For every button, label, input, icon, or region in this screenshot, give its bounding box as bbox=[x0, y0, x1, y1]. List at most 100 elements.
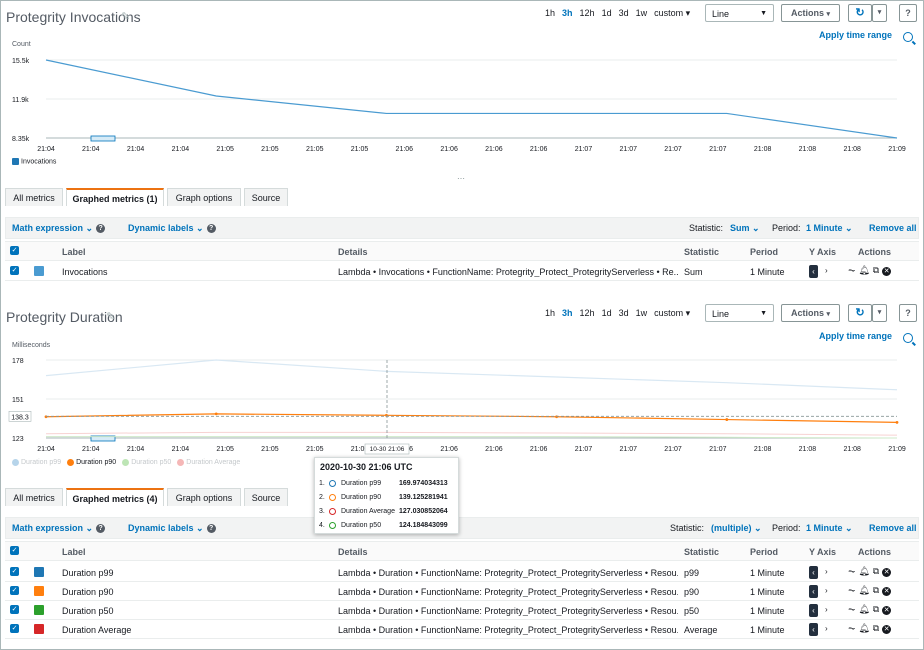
duplicate-icon[interactable]: ⧉ bbox=[872, 265, 883, 275]
legend-item[interactable]: Duration Average bbox=[177, 459, 240, 466]
graph-icon[interactable]: ⏦ bbox=[848, 585, 859, 595]
statistic-dropdown[interactable]: (multiple) ⌄ bbox=[711, 523, 762, 534]
time-range-option[interactable]: 1d bbox=[601, 8, 612, 18]
data-point[interactable] bbox=[725, 418, 729, 421]
remove-all-link[interactable]: Remove all bbox=[869, 223, 917, 233]
y-axis-right-button[interactable]: › bbox=[825, 266, 828, 275]
legend-item[interactable]: Duration p90 bbox=[67, 459, 116, 466]
tab-graph-options[interactable]: Graph options bbox=[167, 188, 241, 206]
time-brush-handle[interactable] bbox=[90, 435, 116, 442]
pencil-icon[interactable]: ✎ bbox=[121, 11, 131, 23]
dynamic-labels-dropdown[interactable]: Dynamic labels ⌄? bbox=[128, 223, 216, 234]
time-range-option[interactable]: 1h bbox=[545, 8, 556, 18]
help-icon[interactable]: ? bbox=[206, 224, 216, 234]
time-range-option[interactable]: custom ▾ bbox=[654, 8, 691, 18]
y-axis-left-button[interactable]: ‹ bbox=[809, 623, 818, 636]
time-range-option[interactable]: 12h bbox=[579, 308, 595, 318]
time-range-option[interactable]: 12h bbox=[579, 8, 595, 18]
row-label[interactable]: Duration p90 bbox=[62, 587, 114, 597]
row-checkbox[interactable]: ✓ bbox=[10, 586, 19, 595]
help-icon[interactable]: ? bbox=[96, 224, 106, 234]
time-range-option[interactable]: 3d bbox=[618, 308, 629, 318]
series-color-swatch[interactable] bbox=[34, 605, 44, 615]
data-point[interactable] bbox=[44, 415, 48, 419]
y-axis-right-button[interactable]: › bbox=[825, 605, 828, 614]
bell-icon[interactable]: 🔔︎ bbox=[858, 623, 873, 633]
duplicate-icon[interactable]: ⧉ bbox=[872, 604, 883, 614]
pencil-icon[interactable]: ✎ bbox=[106, 311, 116, 323]
chart-type-select[interactable]: Line ▼ bbox=[705, 304, 774, 322]
select-all-checkbox[interactable]: ✓ bbox=[10, 246, 19, 255]
legend-item[interactable]: Duration p50 bbox=[122, 459, 171, 466]
time-brush-handle[interactable] bbox=[90, 135, 116, 142]
resize-handle-icon[interactable]: ⋯ bbox=[457, 174, 465, 183]
y-axis-right-button[interactable]: › bbox=[825, 624, 828, 633]
y-axis-left-button[interactable]: ‹ bbox=[809, 604, 818, 617]
series-line[interactable] bbox=[46, 436, 898, 439]
row-period[interactable]: 1 Minute bbox=[750, 606, 785, 616]
duplicate-icon[interactable]: ⧉ bbox=[872, 566, 883, 576]
tab-graphed-metrics[interactable]: Graphed metrics (4) bbox=[66, 488, 164, 506]
y-axis-left-button[interactable]: ‹ bbox=[809, 566, 818, 579]
duplicate-icon[interactable]: ⧉ bbox=[872, 585, 883, 595]
legend-item-invocations[interactable]: Invocations bbox=[12, 158, 56, 165]
data-point[interactable] bbox=[214, 412, 218, 416]
time-range-option[interactable]: 1h bbox=[545, 308, 556, 318]
y-axis-left-button[interactable]: ‹ bbox=[809, 585, 818, 598]
invocations-chart[interactable]: 15.5k 11.9k 8.35k 21:04 21:04 21:04 21:04 21:05… bbox=[0, 50, 924, 160]
time-range-option[interactable]: custom ▾ bbox=[654, 308, 691, 318]
tab-graphed-metrics[interactable]: Graphed metrics (1) bbox=[66, 188, 164, 206]
actions-button[interactable]: Actions ▾ bbox=[781, 4, 840, 22]
period-dropdown[interactable]: 1 Minute ⌄ bbox=[806, 223, 853, 234]
help-button[interactable]: ? bbox=[899, 4, 917, 22]
series-color-swatch[interactable] bbox=[34, 567, 44, 577]
remove-all-link[interactable]: Remove all bbox=[869, 523, 917, 533]
remove-icon[interactable]: ✕ bbox=[882, 267, 892, 276]
time-range-option[interactable]: 1d bbox=[601, 308, 612, 318]
series-line[interactable] bbox=[45, 359, 898, 391]
graph-icon[interactable]: ⏦ bbox=[848, 566, 859, 576]
row-statistic[interactable]: p90 bbox=[684, 587, 700, 597]
row-period[interactable]: 1 Minute bbox=[750, 568, 785, 578]
row-checkbox[interactable]: ✓ bbox=[10, 605, 19, 614]
table-row[interactable]: ✓ Duration p99 Lambda • Duration • Functio… bbox=[5, 563, 919, 582]
series-line[interactable] bbox=[45, 413, 898, 423]
select-all-checkbox[interactable]: ✓ bbox=[10, 546, 19, 555]
zoom-icon[interactable] bbox=[903, 32, 913, 42]
tab-source[interactable]: Source bbox=[244, 188, 288, 206]
row-label[interactable]: Invocations bbox=[62, 267, 108, 277]
row-period[interactable]: 1 Minute bbox=[750, 587, 785, 597]
refresh-options-button[interactable]: ▾ bbox=[872, 4, 887, 22]
apply-time-range-link[interactable]: Apply time range bbox=[819, 30, 893, 40]
remove-icon[interactable]: ✕ bbox=[882, 587, 892, 596]
refresh-button[interactable]: ↻ bbox=[848, 4, 872, 22]
series-color-swatch[interactable] bbox=[34, 586, 44, 596]
duration-chart[interactable]: 178 151 123 21:04 21:04 21:04 21:04 21:05 21:05 2… bbox=[0, 350, 924, 460]
table-row[interactable]: ✓ Invocations Lambda • Invocations • Funct… bbox=[5, 262, 919, 281]
y-axis-left-button[interactable]: ‹ bbox=[809, 265, 818, 278]
refresh-button[interactable]: ↻ bbox=[848, 304, 872, 322]
tab-source[interactable]: Source bbox=[244, 488, 288, 506]
table-row[interactable]: ✓ Duration Average Lambda • Duration • Fun… bbox=[5, 620, 919, 639]
row-checkbox[interactable]: ✓ bbox=[10, 567, 19, 576]
tab-all-metrics[interactable]: All metrics bbox=[5, 188, 63, 206]
remove-icon[interactable]: ✕ bbox=[882, 606, 892, 615]
refresh-options-button[interactable]: ▾ bbox=[872, 304, 887, 322]
series-line[interactable] bbox=[45, 59, 898, 139]
series-color-swatch[interactable] bbox=[34, 266, 44, 276]
statistic-dropdown[interactable]: Sum ⌄ bbox=[730, 223, 760, 234]
row-label[interactable]: Duration p99 bbox=[62, 568, 114, 578]
tab-all-metrics[interactable]: All metrics bbox=[5, 488, 63, 506]
row-statistic[interactable]: p50 bbox=[684, 606, 700, 616]
time-range-option[interactable]: 1w bbox=[635, 8, 648, 18]
apply-time-range-link[interactable]: Apply time range bbox=[819, 331, 893, 341]
help-icon[interactable]: ? bbox=[96, 524, 106, 534]
help-icon[interactable]: ? bbox=[206, 524, 216, 534]
zoom-icon[interactable] bbox=[903, 333, 913, 343]
math-expression-dropdown[interactable]: Math expression ⌄? bbox=[12, 223, 106, 234]
legend-item[interactable]: Duration p99 bbox=[12, 459, 61, 466]
data-point[interactable] bbox=[555, 415, 558, 419]
chart-type-select[interactable]: Line ▼ bbox=[705, 4, 774, 22]
time-range-option[interactable]: 3h bbox=[562, 308, 573, 318]
bell-icon[interactable]: 🔔︎ bbox=[858, 604, 873, 614]
